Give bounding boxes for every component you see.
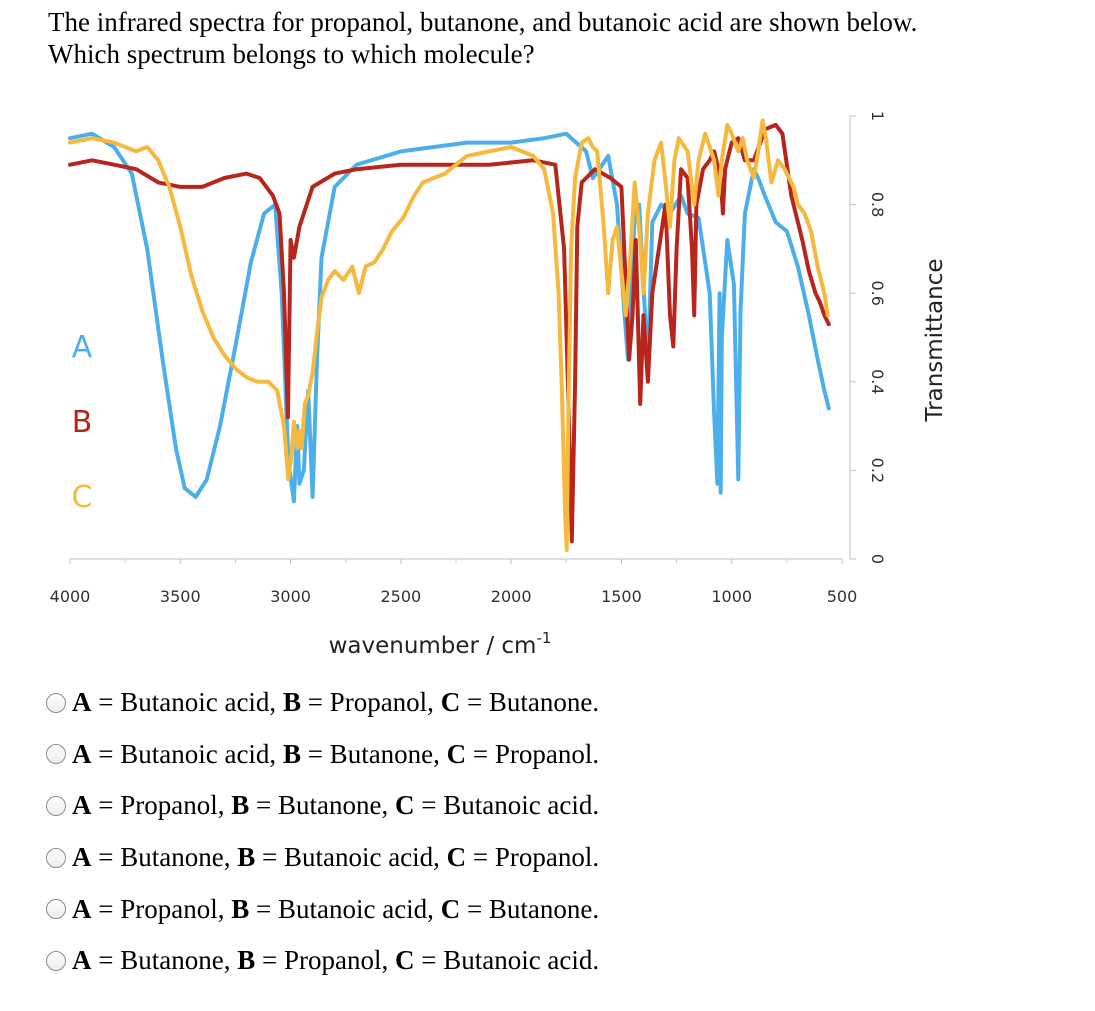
answer-option-1[interactable]: A = Butanoic acid, B = Propanol, C = But… — [46, 677, 599, 729]
answer-option-2[interactable]: A = Butanoic acid, B = Butanone, C = Pro… — [46, 729, 599, 781]
axes — [69, 115, 856, 564]
radio-button[interactable] — [46, 795, 66, 816]
y-tick-label: 0.8 — [868, 192, 887, 217]
radio-button[interactable] — [46, 744, 66, 765]
x-tick-label: 500 — [827, 587, 858, 606]
series-line-a — [68, 131, 831, 504]
answer-option-6[interactable]: A = Butanone, B = Propanol, C = Butanoic… — [46, 935, 599, 987]
option-text: A = Propanol, B = Butanone, C = Butanoic… — [72, 790, 600, 821]
x-tick-label: 3500 — [160, 587, 201, 606]
y-tick-label: 0.6 — [868, 280, 887, 305]
y-tick-label: 0 — [868, 554, 887, 564]
legend-label-b: B — [72, 405, 93, 440]
option-text: A = Butanoic acid, B = Butanone, C = Pro… — [72, 738, 600, 769]
radio-button[interactable] — [46, 950, 66, 971]
question-line-1: The infrared spectra for propanol, butan… — [48, 7, 918, 37]
series-line-c — [68, 118, 830, 553]
x-tick-label: 2500 — [380, 587, 421, 606]
y-tick-label: 1 — [868, 111, 887, 121]
x-tick-label: 1000 — [711, 587, 752, 606]
axis-labels: 4000 3500 3000 2500 2000 1500 1000 500 0 0.2 0.4 0.… — [50, 111, 948, 659]
series-line-b — [68, 122, 831, 544]
option-text: A = Butanone, B = Butanoic acid, C = Pro… — [72, 842, 600, 873]
answer-option-3[interactable]: A = Propanol, B = Butanone, C = Butanoic… — [46, 780, 599, 832]
legend: A B C — [72, 330, 93, 515]
ir-spectrum-chart: A B C 4000 3500 3000 2500 2000 1500 1000 500 0 0.2 0… — [50, 111, 948, 659]
answer-option-5[interactable]: A = Propanol, B = Butanoic acid, C = But… — [46, 883, 599, 935]
radio-button[interactable] — [46, 899, 66, 920]
x-tick-label: 1500 — [601, 587, 642, 606]
x-tick-label: 2000 — [491, 587, 532, 606]
option-text: A = Butanoic acid, B = Propanol, C = But… — [72, 687, 600, 718]
y-tick-label: 0.2 — [868, 458, 887, 483]
radio-button[interactable] — [46, 847, 66, 868]
spectrum-lines — [68, 118, 831, 553]
option-text: A = Propanol, B = Butanoic acid, C = But… — [72, 893, 600, 924]
radio-button[interactable] — [46, 692, 66, 713]
answer-option-4[interactable]: A = Butanone, B = Butanoic acid, C = Pro… — [46, 832, 599, 884]
y-axis-title: Transmittance — [922, 258, 948, 422]
x-tick-label: 4000 — [50, 587, 91, 606]
question-line-2: Which spectrum belongs to which molecule… — [48, 39, 535, 69]
y-tick-label: 0.4 — [868, 369, 887, 394]
option-text: A = Butanone, B = Propanol, C = Butanoic… — [72, 945, 600, 976]
legend-label-a: A — [72, 330, 93, 365]
x-axis-title: wavenumber / cm-1 — [329, 629, 552, 659]
answer-options: A = Butanoic acid, B = Propanol, C = But… — [46, 677, 599, 987]
legend-label-c: C — [72, 480, 93, 515]
x-tick-label: 3000 — [270, 587, 311, 606]
question-text: The infrared spectra for propanol, butan… — [48, 6, 1068, 70]
